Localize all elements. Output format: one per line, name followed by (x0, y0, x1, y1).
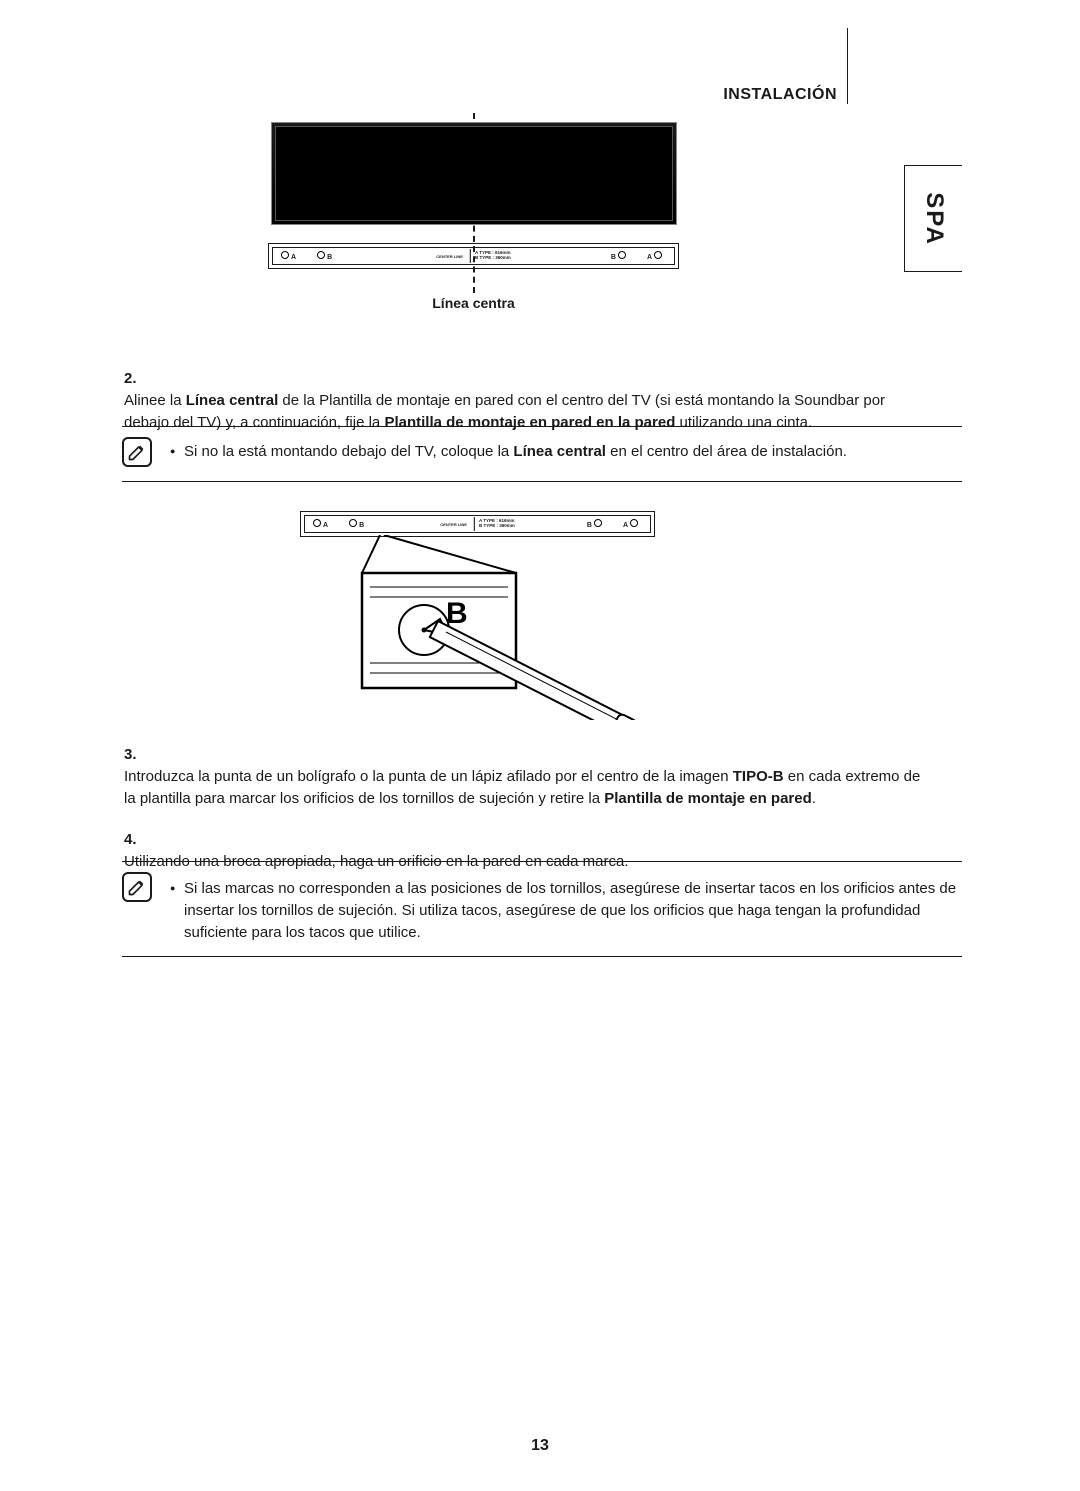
template-hole-a-right: A (647, 254, 652, 261)
figure-pencil-mark: A B CENTER LINE A TYPE : 616mm B TYPE : … (300, 511, 685, 720)
template2-center-label: CENTER LINE (440, 522, 467, 527)
note-1: Si no la está montando debajo del TV, co… (122, 426, 962, 482)
template2-type-b: B TYPE : 360mm (479, 524, 515, 529)
mark-letter: B (446, 597, 468, 630)
step-2: 2. Alinee la Línea central de la Plantil… (124, 368, 962, 433)
pencil-note-icon (127, 877, 147, 897)
template2-hole-a-right: A (623, 522, 628, 529)
template-hole-b-left: B (327, 254, 332, 261)
template2-hole-b-right: B (587, 522, 592, 529)
figure1-caption: Línea centra (268, 295, 679, 311)
template-hole-b-right: B (611, 254, 616, 261)
mounting-template-illustration-2: A B CENTER LINE A TYPE : 616mm B TYPE : … (300, 511, 655, 537)
tv-illustration (271, 122, 677, 225)
figure-tv-template: A B CENTER LINE A TYPE : 616mm B TYPE : … (268, 122, 679, 311)
page-number: 13 (0, 1437, 1080, 1455)
step-3: 3. Introduzca la punta de un bolígrafo o… (124, 744, 962, 809)
page: INSTALACIÓN SPA A B CENTER LINE A TYPE (0, 0, 1080, 1491)
note-icon (122, 437, 152, 467)
step-3-number: 3. (124, 744, 150, 766)
step-3-text: Introduzca la punta de un bolígrafo o la… (124, 766, 932, 810)
note-1-item: Si no la está montando debajo del TV, co… (170, 441, 962, 463)
pencil-note-icon (127, 442, 147, 462)
header-divider (847, 28, 849, 104)
note-2: Si las marcas no corresponden a las posi… (122, 861, 962, 957)
language-tab: SPA (904, 165, 962, 272)
note-icon (122, 872, 152, 902)
template-type-b: B TYPE : 360mm (475, 256, 511, 261)
step-4-number: 4. (124, 829, 150, 851)
template2-hole-b-left: B (359, 522, 364, 529)
pencil-marking-illustration: B (360, 535, 700, 720)
note-2-item: Si las marcas no corresponden a las posi… (170, 878, 962, 943)
template-hole-a-left: A (291, 254, 296, 261)
template-center-label: CENTER LINE (436, 254, 463, 259)
section-title: INSTALACIÓN (723, 86, 837, 104)
template2-hole-a-left: A (323, 522, 328, 529)
step-2-number: 2. (124, 368, 150, 390)
language-tab-label: SPA (919, 192, 947, 246)
